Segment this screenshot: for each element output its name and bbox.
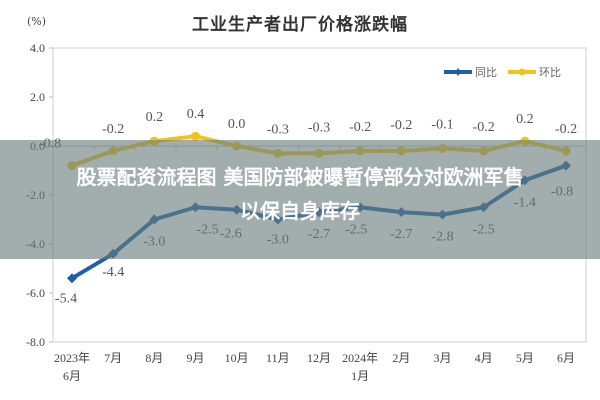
headline-overlay-text: 股票配资流程图 美国防部被曝暂停部分对欧洲军售 以保自身库存 — [0, 160, 600, 228]
x-tick-label: 7月 — [104, 351, 122, 365]
data-label: -0.2 — [349, 120, 371, 135]
y-axis-unit-label: (%) — [27, 15, 47, 28]
x-tick-label: 9月 — [186, 351, 204, 365]
data-point-marker — [191, 131, 200, 141]
headline-line-2: 以保自身库存 — [240, 199, 360, 223]
data-label: -4.4 — [102, 265, 124, 280]
data-label: -0.3 — [308, 120, 330, 135]
data-label: -0.3 — [267, 122, 289, 137]
x-tick-label: 8月 — [145, 351, 163, 365]
data-label: 0.2 — [146, 110, 164, 125]
data-label: 0.4 — [187, 107, 205, 122]
x-tick-label: 5月 — [516, 351, 534, 365]
x-tick-label: 1月 — [351, 369, 369, 383]
data-label: -0.2 — [390, 118, 412, 133]
y-tick-label: -8.0 — [26, 335, 45, 349]
data-label: -5.4 — [55, 291, 77, 306]
y-tick-label: -6.0 — [26, 286, 45, 300]
x-tick-label: 4月 — [475, 351, 493, 365]
legend-marker — [455, 68, 461, 76]
x-tick-label: 2024年 — [342, 351, 378, 365]
data-label: -0.2 — [473, 120, 495, 135]
x-tick-label: 2023年 — [54, 351, 90, 365]
legend-label: 同比 — [475, 66, 497, 79]
data-label: 0.0 — [228, 117, 246, 132]
x-tick-label: 12月 — [307, 351, 331, 365]
x-tick-label: 10月 — [225, 351, 249, 365]
chart-title: 工业生产者出厂价格涨跌幅 — [192, 15, 408, 35]
headline-overlay-band — [0, 140, 600, 259]
x-tick-label: 2月 — [392, 351, 410, 365]
y-tick-label: 2.0 — [30, 90, 45, 104]
y-tick-label: 4.0 — [30, 41, 45, 55]
headline-line-1: 股票配资流程图 美国防部被曝暂停部分对欧洲军售 — [76, 165, 524, 189]
legend-label: 环比 — [539, 66, 561, 79]
x-tick-label: 11月 — [266, 351, 290, 365]
x-tick-label: 6月 — [63, 369, 81, 383]
legend-marker — [518, 68, 526, 76]
x-tick-label: 3月 — [433, 351, 451, 365]
data-point-marker — [67, 273, 77, 284]
data-label: 0.2 — [516, 112, 534, 127]
x-tick-label: 6月 — [557, 351, 575, 365]
data-label: -0.2 — [102, 122, 124, 137]
data-label: -0.2 — [555, 122, 577, 137]
data-label: -0.1 — [431, 117, 453, 132]
